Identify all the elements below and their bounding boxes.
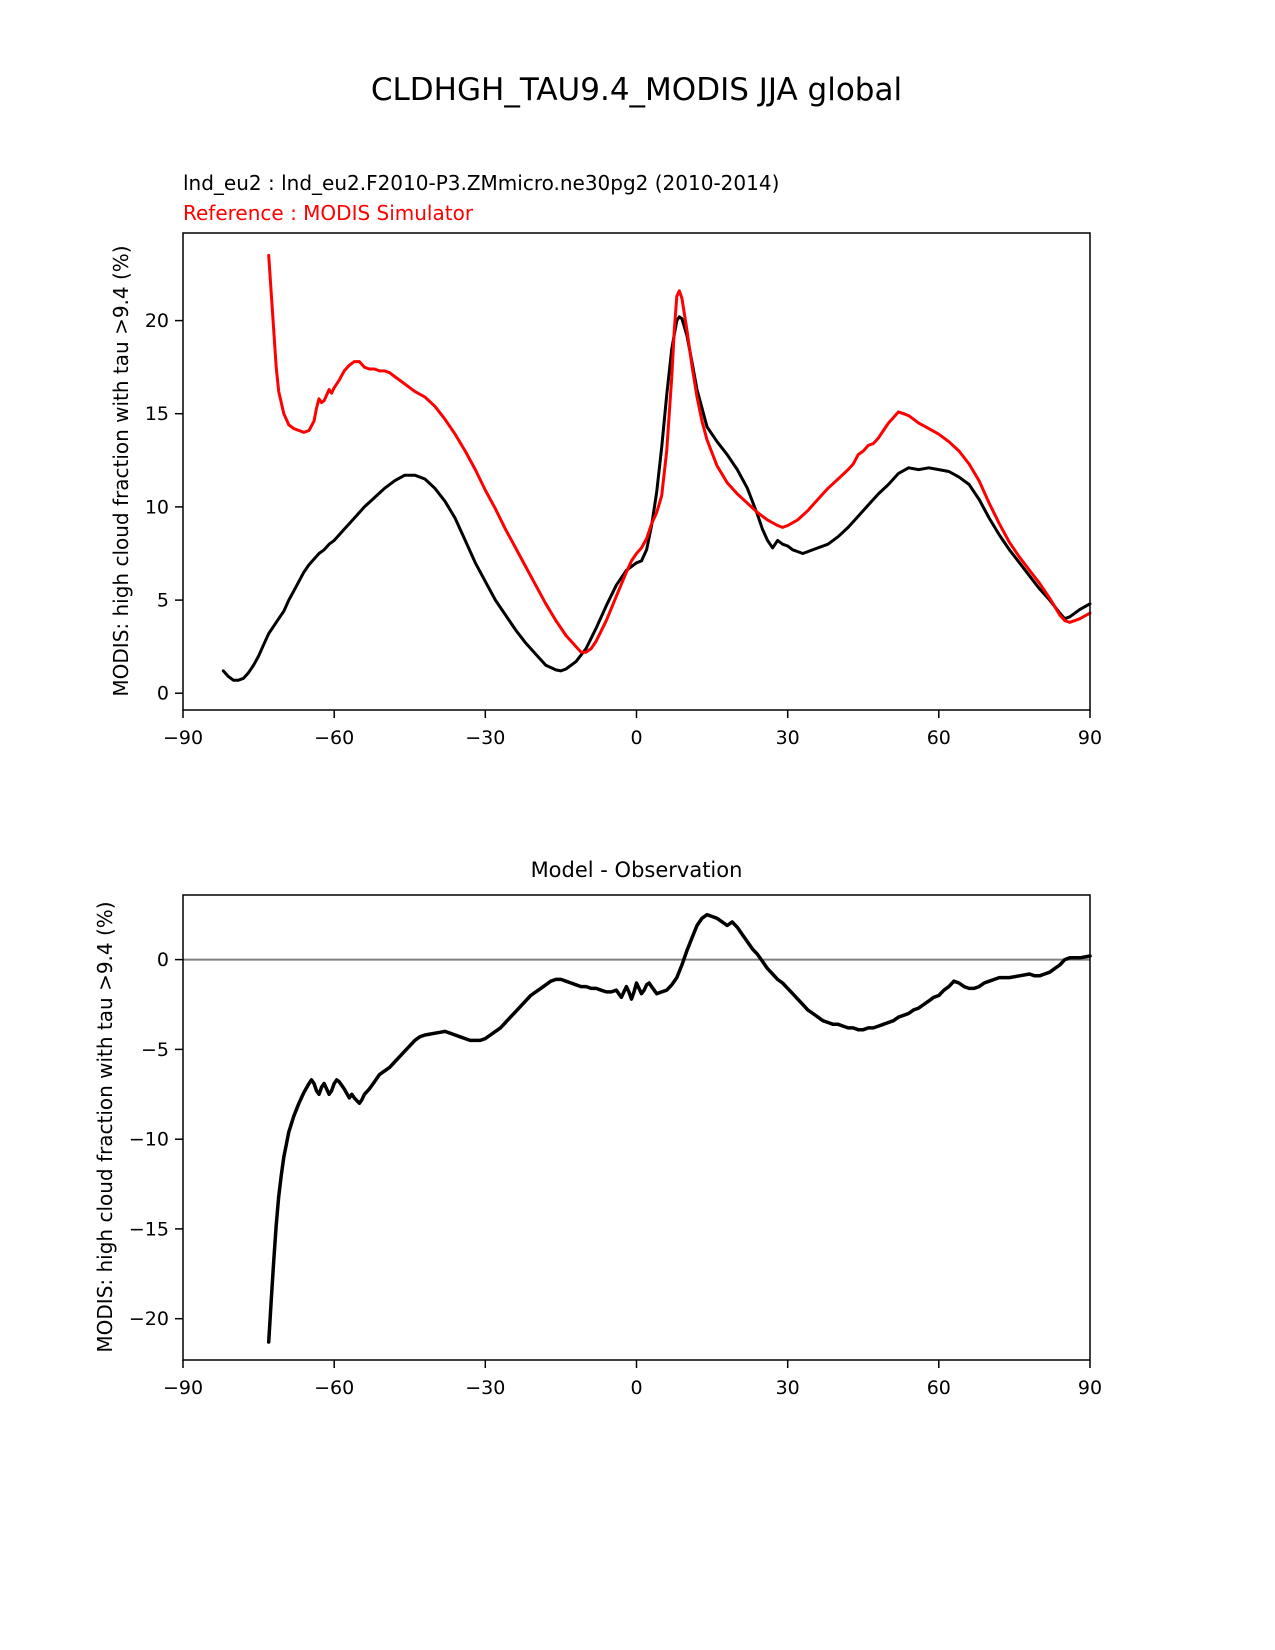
- x-tick-label: −90: [163, 727, 203, 749]
- x-tick-label: −30: [465, 1377, 505, 1399]
- chart-svg: −90 −60 −30 0 30 60 90 0 −5 −10 −15 −20: [129, 894, 1102, 1399]
- x-tick-label: 0: [630, 727, 642, 749]
- y-tick-label: 20: [145, 310, 169, 332]
- x-tick-label: 90: [1078, 1377, 1102, 1399]
- x-tick-label: 0: [630, 1377, 642, 1399]
- y-tick-label: 10: [145, 496, 169, 518]
- y-tick-label: 5: [157, 590, 169, 612]
- legend: lnd_eu2 : lnd_eu2.F2010-P3.ZMmicro.ne30p…: [183, 168, 779, 228]
- y-tick-label: −5: [141, 1039, 169, 1061]
- series-line-model: [221, 315, 1092, 682]
- y-tick-label: −20: [129, 1308, 169, 1330]
- y-tick-label: 0: [157, 949, 169, 971]
- bottom-chart-title: Model - Observation: [530, 858, 743, 882]
- axes-frame: [182, 894, 1091, 1361]
- top-chart: −90 −60 −30 0 30 60 90 0 5 10 15 20: [145, 232, 1102, 749]
- chart-svg: −90 −60 −30 0 30 60 90 0 5 10 15 20: [145, 232, 1102, 749]
- x-tick-label: −60: [314, 727, 354, 749]
- series-line-difference: [266, 912, 1092, 1344]
- bottom-chart-ylabel: MODIS: high cloud fraction with tau >9.4…: [93, 901, 117, 1353]
- x-tick-label: 30: [776, 727, 800, 749]
- bottom-chart: −90 −60 −30 0 30 60 90 0 −5 −10 −15 −20: [129, 894, 1102, 1399]
- x-tick-label: −60: [314, 1377, 354, 1399]
- x-tick-label: 30: [776, 1377, 800, 1399]
- x-tick-label: −90: [163, 1377, 203, 1399]
- legend-reference-label: Reference : MODIS Simulator: [183, 201, 474, 225]
- x-tick-label: 90: [1078, 727, 1102, 749]
- page-title: CLDHGH_TAU9.4_MODIS JJA global: [370, 72, 903, 108]
- axes-frame: [182, 232, 1091, 711]
- series-line-reference: [267, 253, 1092, 654]
- x-tick-label: 60: [927, 1377, 951, 1399]
- y-tick-label: 0: [157, 683, 169, 705]
- legend-model-label: lnd_eu2 : lnd_eu2.F2010-P3.ZMmicro.ne30p…: [183, 171, 780, 195]
- y-tick-label: −10: [129, 1129, 169, 1151]
- x-tick-label: −30: [465, 727, 505, 749]
- y-tick-label: 15: [145, 403, 169, 425]
- y-tick-label: −15: [129, 1218, 169, 1240]
- x-tick-label: 60: [927, 727, 951, 749]
- top-chart-ylabel: MODIS: high cloud fraction with tau >9.4…: [109, 245, 133, 697]
